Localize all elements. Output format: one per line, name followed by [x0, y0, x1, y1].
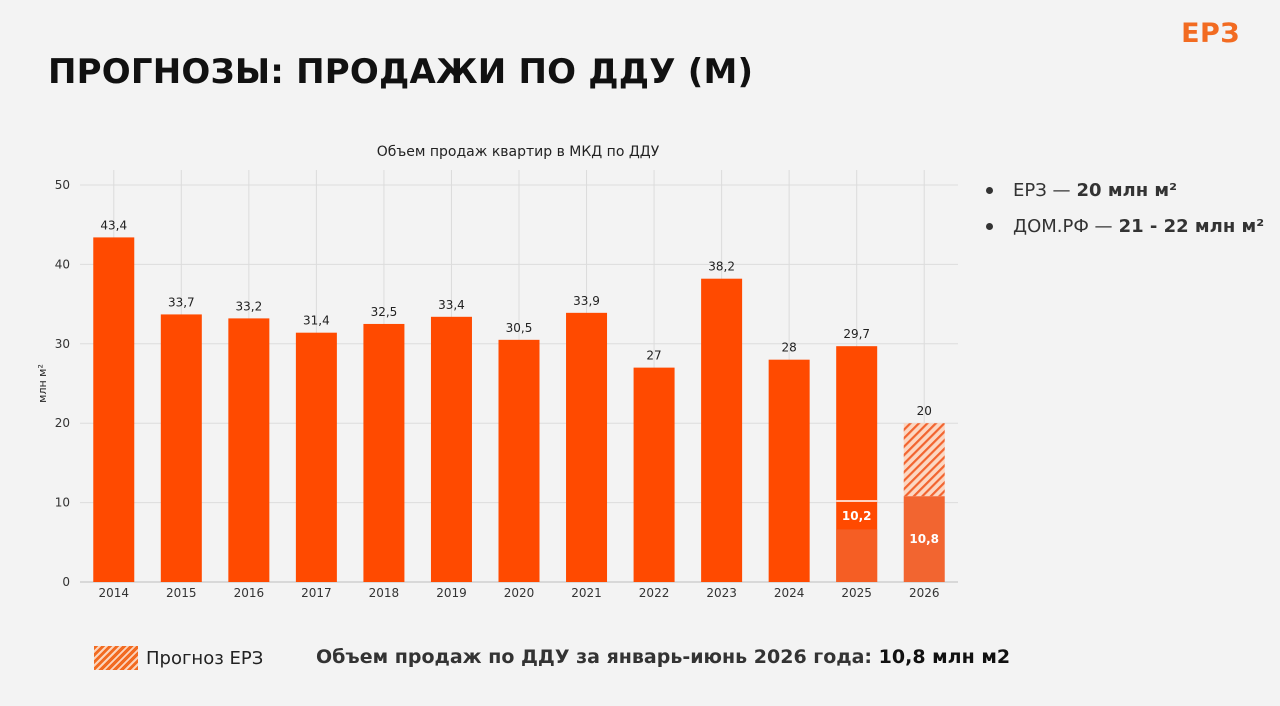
footer-summary: Объем продаж по ДДУ за январь-июнь 2026 …	[316, 646, 1010, 668]
note-erz: ЕРЗ — 20 млн м²	[986, 172, 1264, 208]
y-axis-label: млн м²	[36, 364, 49, 403]
footer-value: 10,8 млн м2	[878, 646, 1011, 668]
x-tick-label: 2020	[504, 586, 535, 600]
value-label: 29,7	[843, 327, 870, 341]
note-label: ДОМ.РФ —	[1013, 215, 1113, 237]
chart-title: Объем продаж квартир в МКД по ДДУ	[376, 144, 660, 160]
value-label: 33,4	[438, 298, 465, 312]
x-tick-label: 2014	[98, 586, 129, 600]
value-label: 43,4	[100, 218, 127, 232]
bar-2026-forecast	[903, 423, 945, 497]
value-label: 20	[917, 404, 932, 418]
bullet-icon	[986, 186, 993, 194]
bar-2016	[228, 318, 270, 582]
y-tick-label: 10	[55, 496, 70, 510]
y-tick-label: 20	[55, 416, 70, 430]
bar-2024	[768, 359, 810, 582]
value-label: 38,2	[708, 260, 735, 274]
value-label: 33,9	[573, 294, 600, 308]
x-tick-label: 2025	[841, 586, 872, 600]
x-tick-label: 2017	[301, 586, 332, 600]
segment-value-label: 10,8	[909, 532, 939, 546]
value-label: 32,5	[371, 305, 398, 319]
x-tick-label: 2021	[571, 586, 602, 600]
brand-logo: ЕРЗ	[1181, 18, 1240, 49]
forecast-hatch-swatch	[94, 646, 138, 670]
y-tick-label: 30	[55, 337, 70, 351]
bar-2026-actual	[903, 496, 945, 582]
bar-2015	[160, 314, 202, 582]
forecast-notes: ЕРЗ — 20 млн м² ДОМ.РФ — 21 - 22 млн м²	[986, 172, 1264, 244]
value-label: 27	[646, 349, 661, 363]
bar-2020	[498, 339, 540, 582]
value-label: 30,5	[506, 321, 533, 335]
bar-2014	[93, 237, 135, 583]
value-label: 33,7	[168, 295, 195, 309]
value-label: 28	[782, 341, 797, 355]
bar-2021	[566, 312, 608, 582]
x-tick-label: 2016	[234, 586, 265, 600]
note-label: ЕРЗ —	[1013, 179, 1071, 201]
y-tick-label: 50	[55, 178, 70, 192]
x-tick-label: 2018	[369, 586, 400, 600]
bar-2022	[633, 367, 675, 582]
value-label: 31,4	[303, 314, 330, 328]
x-tick-label: 2023	[706, 586, 737, 600]
x-tick-label: 2019	[436, 586, 467, 600]
value-label: 33,2	[235, 299, 262, 313]
y-tick-label: 40	[55, 257, 70, 271]
page-title: ПРОГНОЗЫ: ПРОДАЖИ ПО ДДУ (М)	[48, 52, 754, 92]
chart-bars	[93, 237, 945, 583]
bullet-icon	[986, 222, 993, 230]
footer-text: Объем продаж по ДДУ за январь-июнь 2026 …	[316, 646, 873, 668]
y-tick-label: 0	[62, 575, 70, 589]
bar-2023	[701, 278, 743, 582]
note-value: 21 - 22 млн м²	[1118, 215, 1265, 237]
x-tick-label: 2022	[639, 586, 670, 600]
x-tick-label: 2024	[774, 586, 805, 600]
x-tick-label: 2015	[166, 586, 197, 600]
bar-2019	[430, 316, 472, 582]
x-tick-label: 2026	[909, 586, 940, 600]
bar-2018	[363, 323, 405, 582]
bar-2025-segment	[836, 529, 878, 582]
bar-2017	[295, 332, 337, 582]
segment-value-label: 10,2	[842, 509, 872, 523]
note-domrf: ДОМ.РФ — 21 - 22 млн м²	[986, 208, 1264, 244]
note-value: 20 млн м²	[1076, 179, 1178, 201]
chart-legend: Прогноз ЕРЗ	[94, 646, 263, 670]
legend-label: Прогноз ЕРЗ	[146, 647, 264, 669]
